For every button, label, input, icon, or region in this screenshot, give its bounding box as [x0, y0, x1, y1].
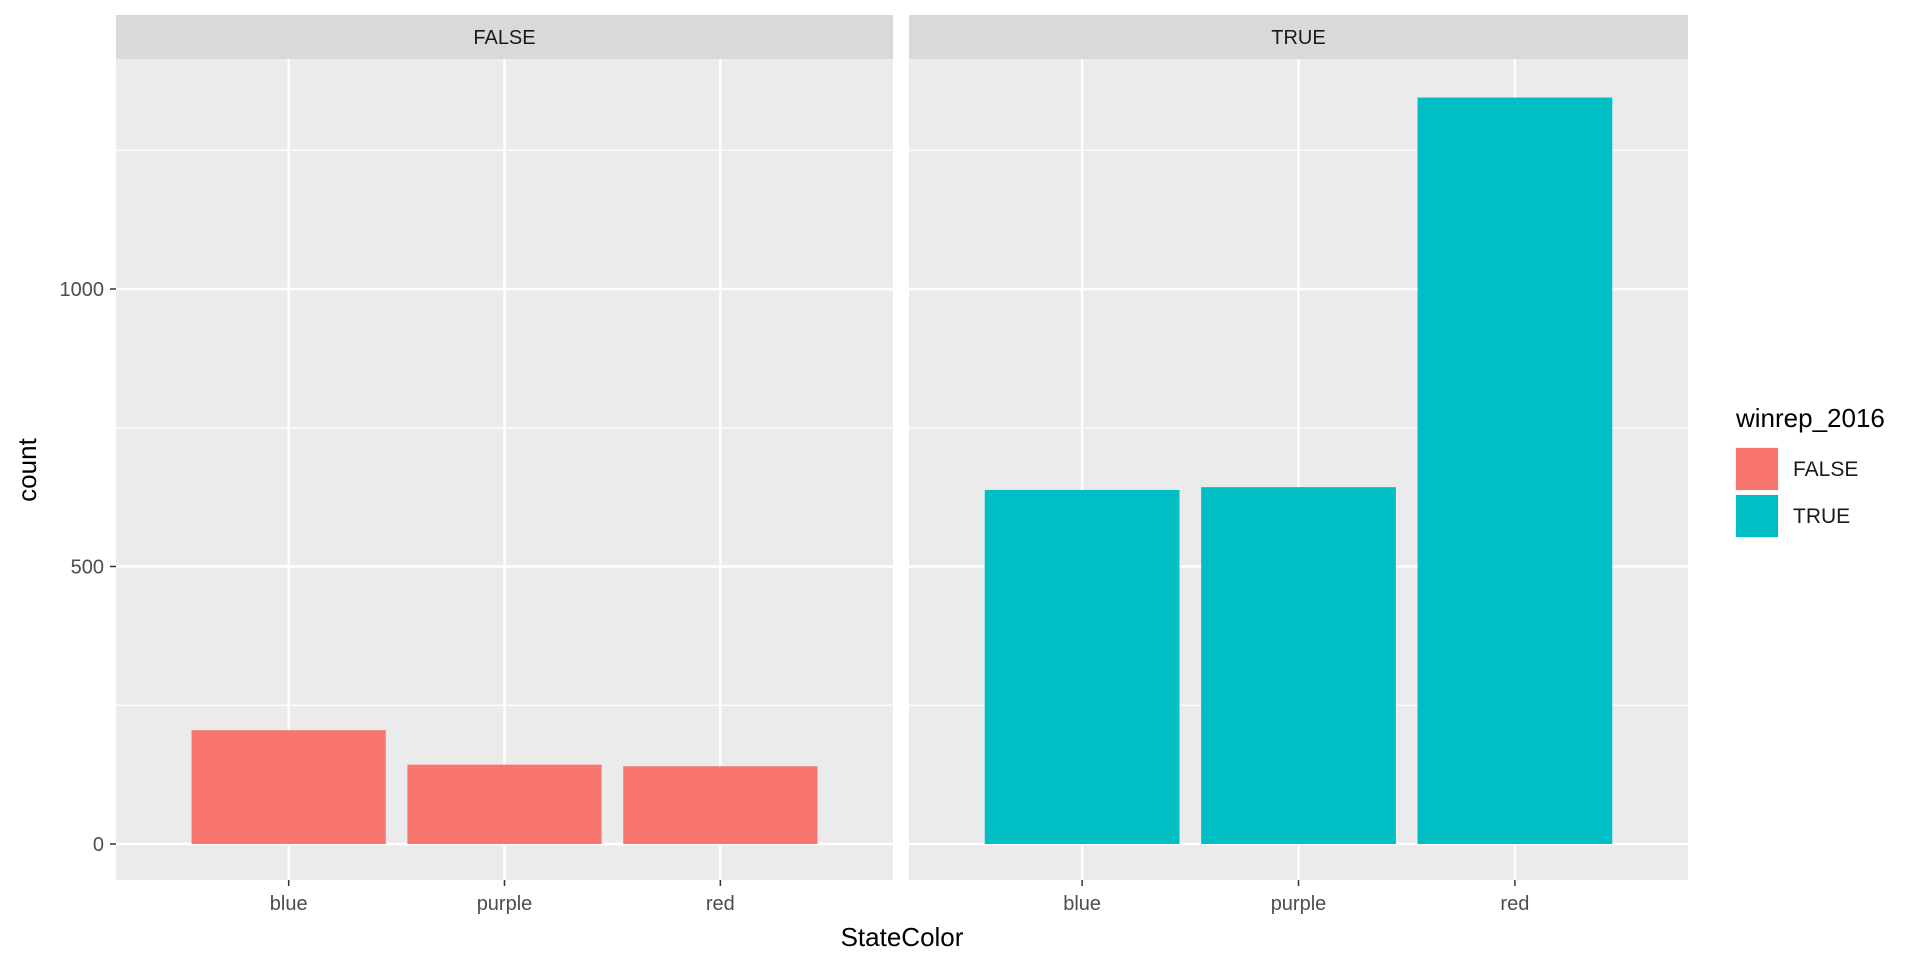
- bar-blue: [191, 730, 386, 844]
- x-tick-label: blue: [1063, 893, 1101, 915]
- legend-label: TRUE: [1793, 505, 1850, 528]
- y-tick-label: 1000: [60, 279, 105, 301]
- y-tick-label: 0: [93, 834, 104, 856]
- bar-blue: [984, 489, 1180, 844]
- bar-purple: [1201, 487, 1396, 844]
- x-tick-label: purple: [477, 893, 533, 915]
- bar-red: [623, 766, 818, 844]
- y-tick-label: 500: [71, 557, 104, 579]
- facet-strip-label: TRUE: [1271, 27, 1325, 49]
- facet-panel-true: TRUE blue purple red: [909, 15, 1688, 915]
- legend-key-false: [1736, 448, 1778, 490]
- bar-red: [1417, 97, 1613, 844]
- x-axis-title: StateColor: [841, 922, 964, 952]
- facet-strip: [116, 15, 893, 59]
- bar-purple: [407, 764, 602, 844]
- x-tick-label: red: [1500, 893, 1529, 915]
- x-tick-label: blue: [270, 893, 308, 915]
- y-axis: 0 500 1000: [60, 279, 116, 856]
- x-tick-label: purple: [1271, 893, 1327, 915]
- legend: winrep_2016 FALSE TRUE: [1735, 403, 1885, 538]
- x-tick-label: red: [706, 893, 735, 915]
- legend-title: winrep_2016: [1735, 403, 1885, 433]
- legend-label: FALSE: [1793, 458, 1858, 481]
- panels-layer: FALSE blue purple red TRUE blue purple red: [116, 15, 1688, 915]
- y-axis-title: count: [12, 437, 42, 501]
- legend-key-true: [1736, 495, 1778, 537]
- facet-strip: [909, 15, 1688, 59]
- facet-panel-false: FALSE blue purple red: [116, 15, 893, 915]
- facet-strip-label: FALSE: [473, 27, 535, 49]
